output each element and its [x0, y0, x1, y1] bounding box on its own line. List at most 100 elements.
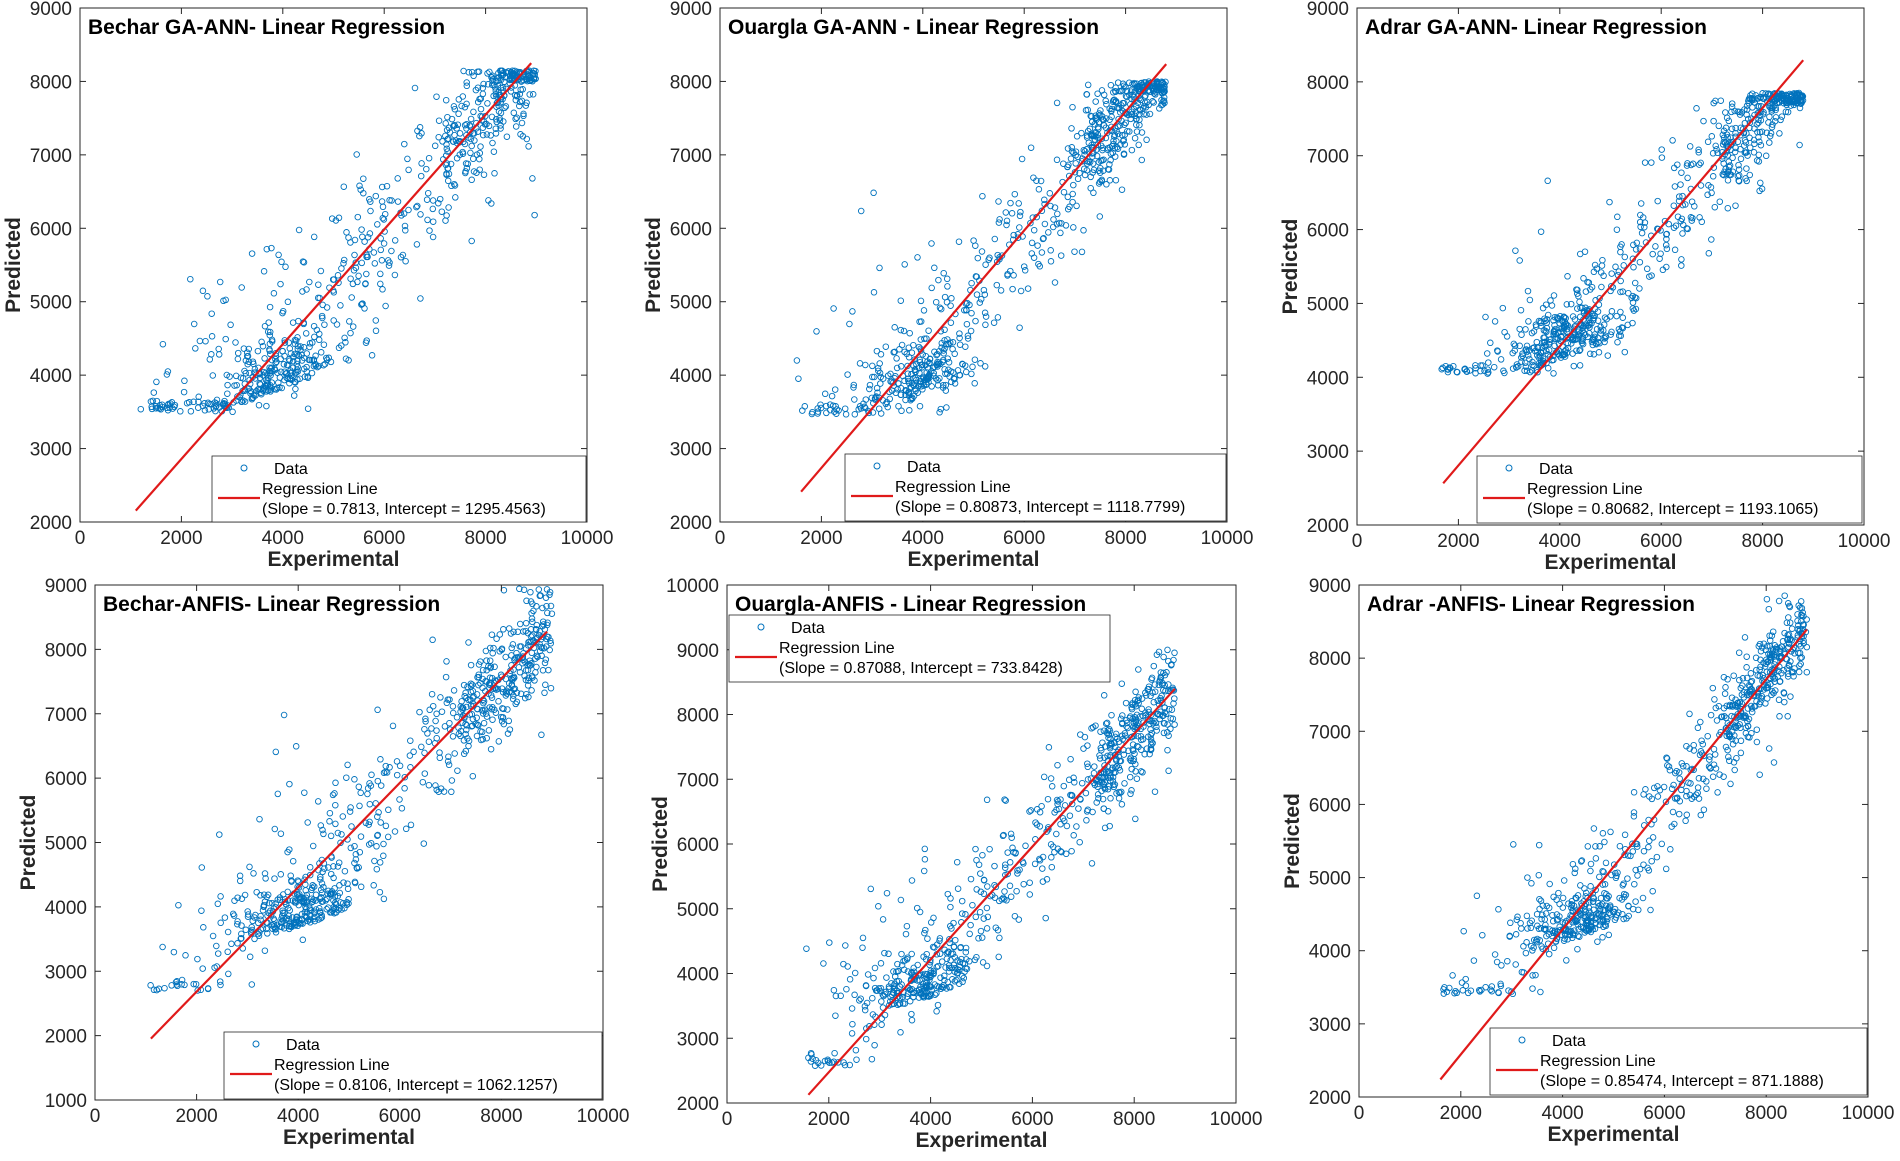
- data-point: [185, 399, 193, 406]
- data-point: [833, 406, 840, 413]
- data-point: [941, 972, 948, 980]
- data-point: [315, 281, 322, 288]
- data-point: [248, 250, 256, 257]
- data-point: [509, 641, 517, 648]
- data-point: [498, 67, 506, 75]
- data-point: [981, 309, 989, 317]
- data-point: [464, 160, 472, 168]
- data-point: [953, 976, 960, 984]
- data-point: [1021, 267, 1029, 274]
- data-point: [1133, 128, 1141, 135]
- data-point: [1632, 866, 1639, 874]
- data-point: [282, 370, 290, 377]
- x-axis-label: Experimental: [283, 1126, 415, 1149]
- data-point: [1545, 950, 1553, 958]
- data-point: [956, 958, 964, 966]
- data-point: [1112, 98, 1120, 105]
- data-point: [421, 725, 428, 733]
- data-point: [209, 372, 217, 379]
- data-point: [372, 327, 380, 335]
- data-point: [1563, 328, 1571, 336]
- data-point: [1683, 162, 1691, 169]
- data-point: [954, 885, 962, 892]
- data-point: [870, 189, 877, 197]
- data-point: [1074, 153, 1081, 161]
- data-point: [910, 989, 918, 997]
- data-point: [1719, 131, 1727, 139]
- data-point: [1605, 904, 1612, 912]
- data-point: [433, 786, 440, 794]
- data-point: [1670, 202, 1678, 209]
- data-point: [224, 381, 231, 389]
- data-point: [1592, 855, 1600, 862]
- data-point: [1703, 778, 1710, 785]
- data-point: [1614, 338, 1621, 346]
- data-point: [1142, 92, 1149, 99]
- data-point: [352, 856, 360, 863]
- data-point: [1732, 124, 1739, 132]
- data-point: [512, 123, 520, 130]
- data-point: [1112, 730, 1120, 738]
- data-point: [480, 698, 488, 705]
- data-point: [918, 375, 925, 382]
- data-point: [1062, 222, 1070, 229]
- data-point: [890, 349, 897, 356]
- data-point: [931, 264, 938, 272]
- data-point: [1599, 934, 1606, 941]
- data-point: [1539, 304, 1547, 312]
- data-point: [424, 189, 432, 197]
- data-point: [249, 917, 256, 925]
- data-point: [442, 96, 450, 104]
- data-point: [1595, 349, 1603, 356]
- data-point: [475, 681, 482, 689]
- data-point: [1038, 249, 1046, 256]
- data-point: [1156, 715, 1164, 723]
- data-point: [1556, 900, 1563, 908]
- data-point: [1088, 860, 1096, 867]
- data-point: [1138, 156, 1146, 164]
- data-point: [1743, 130, 1750, 137]
- data-point: [351, 251, 358, 259]
- data-point: [448, 777, 456, 784]
- data-point: [910, 392, 918, 400]
- data-point: [1027, 807, 1035, 814]
- data-point: [435, 133, 442, 141]
- data-point: [1784, 713, 1791, 720]
- data-point: [964, 335, 972, 342]
- data-point: [200, 924, 207, 931]
- data-point: [292, 922, 299, 929]
- data-point: [956, 330, 963, 337]
- data-point: [1601, 838, 1608, 846]
- data-point: [433, 734, 440, 742]
- data-point: [285, 915, 293, 923]
- data-point: [474, 705, 481, 713]
- data-point: [852, 1046, 860, 1054]
- data-point: [416, 132, 423, 140]
- data-point: [267, 365, 275, 372]
- data-point: [944, 355, 951, 362]
- data-point: [1047, 841, 1055, 848]
- data-point: [396, 762, 404, 770]
- data-point: [266, 347, 273, 354]
- data-point: [330, 863, 337, 870]
- data-point: [1099, 157, 1106, 164]
- data-point: [334, 892, 342, 900]
- data-point: [314, 363, 321, 371]
- data-point: [306, 864, 314, 871]
- x-tick-label: 4000: [902, 528, 944, 549]
- data-point: [933, 963, 941, 971]
- data-point: [850, 381, 858, 389]
- data-point: [533, 663, 540, 671]
- data-point: [1440, 986, 1447, 993]
- data-point: [446, 696, 453, 703]
- data-point: [512, 115, 519, 123]
- data-point: [1633, 840, 1641, 848]
- data-point: [444, 113, 451, 121]
- data-point: [900, 327, 908, 335]
- data-point: [864, 971, 872, 978]
- data-point: [1087, 184, 1094, 192]
- data-point: [281, 368, 288, 375]
- data-point: [1608, 282, 1615, 290]
- data-point: [529, 77, 536, 85]
- data-point: [1729, 703, 1736, 710]
